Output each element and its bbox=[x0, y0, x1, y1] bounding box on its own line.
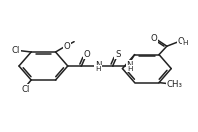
Text: O: O bbox=[151, 34, 157, 43]
Text: S: S bbox=[115, 50, 121, 59]
Text: O: O bbox=[83, 50, 90, 59]
Text: Cl: Cl bbox=[21, 85, 30, 94]
Text: N: N bbox=[95, 61, 102, 70]
Text: Cl: Cl bbox=[12, 46, 20, 55]
Text: N: N bbox=[126, 61, 133, 70]
Text: H: H bbox=[127, 66, 132, 72]
Text: H: H bbox=[96, 66, 101, 72]
Text: O: O bbox=[64, 42, 70, 51]
Text: CH₃: CH₃ bbox=[167, 80, 183, 89]
Text: H: H bbox=[182, 40, 188, 46]
Text: O: O bbox=[178, 37, 185, 46]
